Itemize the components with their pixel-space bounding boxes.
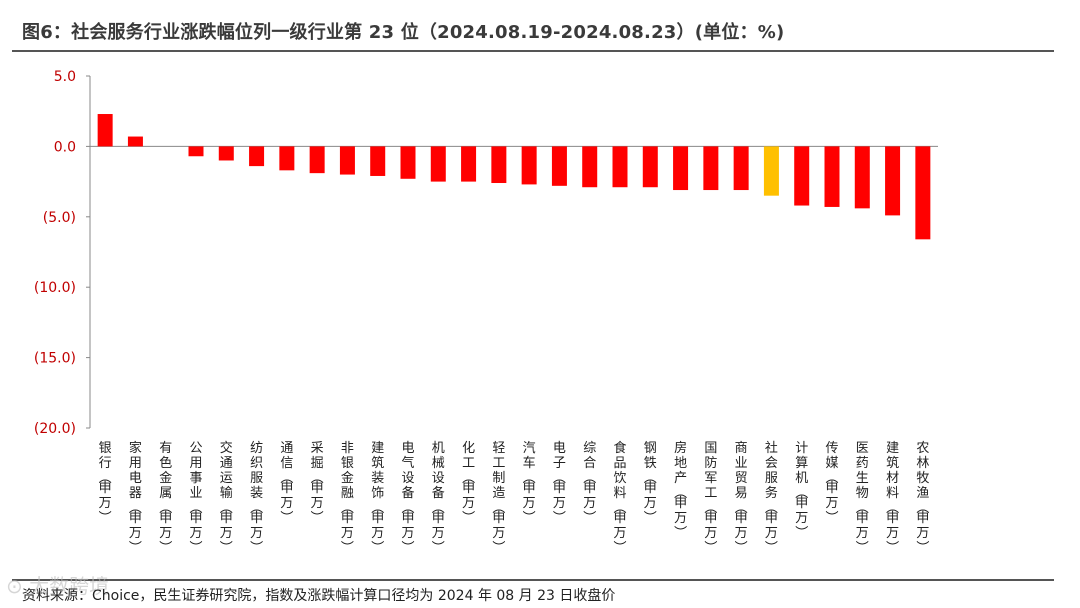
- x-tick-label: 银行︵申万︶: [99, 441, 112, 526]
- bar: [97, 114, 113, 147]
- bar: [763, 146, 779, 196]
- bar: [703, 146, 719, 191]
- bar: [824, 146, 840, 207]
- bar: [309, 146, 325, 174]
- bar: [127, 136, 143, 147]
- x-tick-label: 交通运输︵申万︶: [220, 440, 233, 556]
- axis-layer: 5.0 0.0 (5.0) (10.0) (15.0) (20.0): [34, 69, 938, 437]
- x-tick-label: 通信︵申万︶: [280, 441, 293, 526]
- bar: [491, 146, 507, 184]
- bar: [400, 146, 416, 179]
- x-tick-label: 非银金融︵申万︶: [341, 441, 354, 556]
- x-tick-label: 国防军工︵申万︶: [704, 441, 717, 556]
- x-tick-label: 社会服务︵申万︶: [765, 440, 778, 556]
- x-tick-label: 电气设备︵申万︶: [401, 441, 414, 556]
- x-tick-label: 综合︵申万︶: [583, 441, 596, 526]
- x-tick-label: 化工︵申万︶: [462, 441, 475, 526]
- x-tick-label: 采掘︵申万︶: [311, 441, 324, 526]
- x-tick-label: 钢铁︵申万︶: [644, 441, 657, 526]
- x-tick-label: 食品饮料︵申万︶: [613, 440, 626, 556]
- source-note: 资料来源：Choice，民生证券研究院，指数及涨跌幅计算口径均为 2024 年 …: [22, 588, 616, 604]
- y-tick-label: 5.0: [54, 69, 76, 85]
- x-tick-label: 房地产︵申万︶: [674, 440, 687, 541]
- x-tick-label: 建筑材料︵申万︶: [886, 441, 899, 556]
- x-tick-label: 有色金属︵申万︶: [159, 441, 172, 556]
- x-tick-label: 农林牧渔︵申万︶: [916, 441, 929, 556]
- x-tick-label: 汽车︵申万︶: [523, 441, 536, 526]
- x-tick-label: 家用电器︵申万︶: [129, 440, 142, 556]
- labels-layer: 银行︵申万︶ 家用电器︵申万︶ 有色金属︵申万︶ 公用事业︵申万︶ 交通运输︵申万︶ 纺织…: [99, 440, 930, 556]
- bar: [249, 146, 265, 167]
- bar: [521, 146, 537, 185]
- y-tick-label: (15.0): [34, 351, 76, 367]
- bar: [370, 146, 386, 176]
- y-tick-label: (5.0): [43, 210, 76, 226]
- x-tick-label: 医药生物︵申万︶: [856, 441, 869, 556]
- bar: [430, 146, 446, 182]
- x-tick-label: 建筑装饰︵申万︶: [371, 441, 384, 556]
- x-tick-label: 轻工制造︵申万︶: [492, 441, 505, 556]
- x-tick-label: 商业贸易︵申万︶: [735, 441, 748, 556]
- bars-layer: [97, 114, 931, 240]
- bar: [794, 146, 810, 206]
- bar: [612, 146, 628, 188]
- bar: [642, 146, 658, 188]
- x-tick-label: 电子︵申万︶: [553, 441, 566, 526]
- bar: [218, 146, 234, 161]
- y-tick-label: (20.0): [34, 421, 76, 437]
- bar: [279, 146, 295, 171]
- x-tick-label: 纺织服装︵申万︶: [250, 441, 263, 556]
- y-tick-label: (10.0): [34, 280, 76, 296]
- y-tick-label: 0.0: [54, 139, 76, 155]
- bar: [188, 146, 204, 157]
- x-tick-label: 计算机︵申万︶: [795, 441, 808, 541]
- chart-title: 图6：社会服务行业涨跌幅位列一级行业第 23 位（2024.08.19-2024…: [22, 22, 785, 43]
- bar: [461, 146, 477, 182]
- bar: [854, 146, 870, 209]
- bar: [733, 146, 749, 191]
- footer-divider: [12, 579, 1054, 581]
- x-tick-label: 传媒︵申万︶: [825, 441, 838, 526]
- bar: [582, 146, 598, 188]
- bar: [885, 146, 901, 216]
- title-divider: [12, 50, 1054, 52]
- watermark: ⊙ 大数跨境: [6, 574, 110, 598]
- x-tick-label: 公用事业︵申万︶: [189, 441, 202, 556]
- bar: [915, 146, 931, 240]
- bar: [551, 146, 567, 186]
- bar: [339, 146, 355, 175]
- x-tick-label: 机械设备︵申万︶: [432, 441, 445, 556]
- bar: [673, 146, 689, 191]
